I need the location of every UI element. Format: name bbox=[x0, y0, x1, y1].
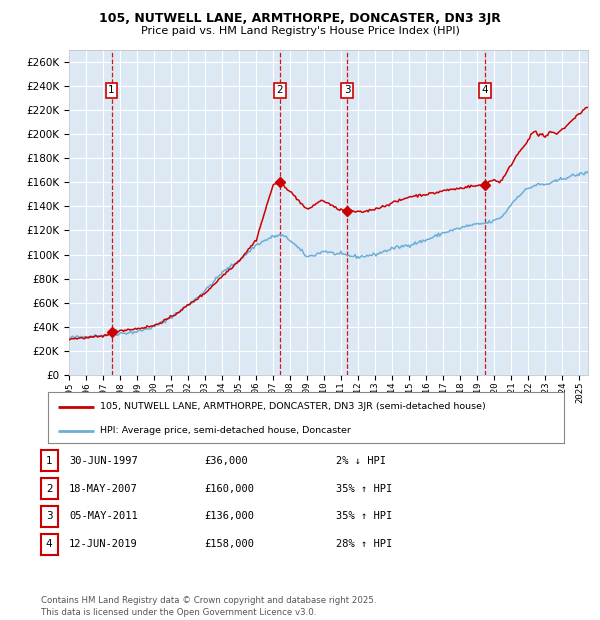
Text: 4: 4 bbox=[482, 86, 488, 95]
Text: Price paid vs. HM Land Registry's House Price Index (HPI): Price paid vs. HM Land Registry's House … bbox=[140, 26, 460, 36]
Text: 2% ↓ HPI: 2% ↓ HPI bbox=[336, 456, 386, 466]
Text: £160,000: £160,000 bbox=[204, 484, 254, 494]
Text: Contains HM Land Registry data © Crown copyright and database right 2025.
This d: Contains HM Land Registry data © Crown c… bbox=[41, 596, 376, 617]
Text: 2: 2 bbox=[277, 86, 283, 95]
Text: 28% ↑ HPI: 28% ↑ HPI bbox=[336, 539, 392, 549]
Text: HPI: Average price, semi-detached house, Doncaster: HPI: Average price, semi-detached house,… bbox=[100, 426, 350, 435]
Text: 3: 3 bbox=[344, 86, 350, 95]
Text: 1: 1 bbox=[108, 86, 115, 95]
Text: 2: 2 bbox=[46, 484, 53, 494]
Text: 30-JUN-1997: 30-JUN-1997 bbox=[69, 456, 138, 466]
Text: 35% ↑ HPI: 35% ↑ HPI bbox=[336, 484, 392, 494]
Text: 05-MAY-2011: 05-MAY-2011 bbox=[69, 512, 138, 521]
Text: 3: 3 bbox=[46, 512, 53, 521]
Text: £36,000: £36,000 bbox=[204, 456, 248, 466]
Text: 1: 1 bbox=[46, 456, 53, 466]
Text: 35% ↑ HPI: 35% ↑ HPI bbox=[336, 512, 392, 521]
Text: 105, NUTWELL LANE, ARMTHORPE, DONCASTER, DN3 3JR (semi-detached house): 105, NUTWELL LANE, ARMTHORPE, DONCASTER,… bbox=[100, 402, 485, 411]
Text: 105, NUTWELL LANE, ARMTHORPE, DONCASTER, DN3 3JR: 105, NUTWELL LANE, ARMTHORPE, DONCASTER,… bbox=[99, 12, 501, 25]
Text: £136,000: £136,000 bbox=[204, 512, 254, 521]
Text: £158,000: £158,000 bbox=[204, 539, 254, 549]
Text: 4: 4 bbox=[46, 539, 53, 549]
Text: 12-JUN-2019: 12-JUN-2019 bbox=[69, 539, 138, 549]
Text: 18-MAY-2007: 18-MAY-2007 bbox=[69, 484, 138, 494]
